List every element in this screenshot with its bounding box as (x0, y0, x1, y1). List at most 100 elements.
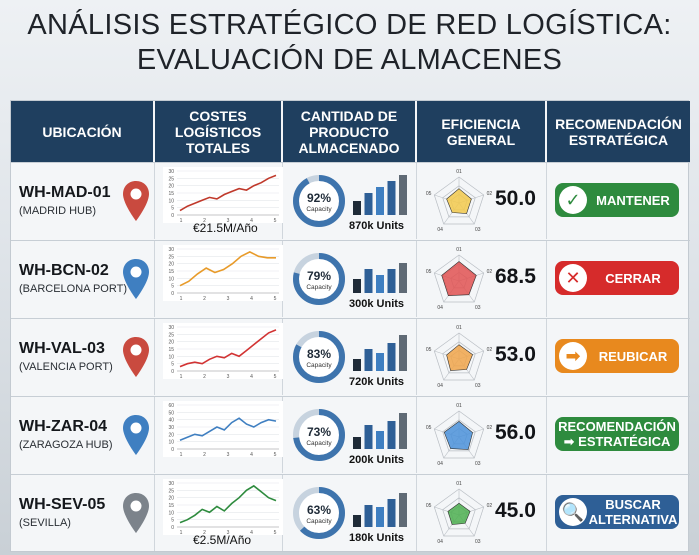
recommendation-label: RECOMENDACIÓN ➡ ESTRATÉGICA (555, 419, 679, 449)
stock-bar (364, 193, 373, 215)
radar-axis-label: 01 (456, 169, 462, 175)
header-costes: COSTES LOGÍSTICOS TOTALES (155, 101, 283, 162)
recommendation-cell: 🔍 BUSCAR ALTERNATIVA (547, 475, 690, 551)
radar-axis-label: 05 (426, 347, 432, 353)
quantity-cell: 83% Capacity 720k Units (283, 319, 417, 395)
header-ubicacion: UBICACIÓN (11, 101, 155, 162)
warehouse-table: UBICACIÓN COSTES LOGÍSTICOS TOTALES CANT… (10, 100, 690, 552)
stock-bar (353, 201, 361, 215)
y-tick-label: 15 (168, 269, 174, 275)
x-tick-label: 4 (250, 218, 253, 223)
radar-axis-label: 04 (437, 383, 443, 389)
y-tick-label: 20 (168, 262, 174, 268)
recommendation-cell: RECOMENDACIÓN ➡ ESTRATÉGICA (547, 397, 690, 473)
efficiency-radar-shape (447, 502, 471, 525)
recommendation-label: MANTENER (596, 192, 670, 208)
stock-bar (364, 505, 373, 527)
capacity-word: Capacity (306, 284, 332, 291)
y-tick-label: 10 (168, 440, 174, 446)
y-tick-label: 15 (168, 191, 174, 197)
stock-bar-chart (353, 493, 407, 527)
y-tick-label: 30 (168, 325, 174, 331)
stock-bar (353, 515, 361, 527)
cost-trend-line (179, 251, 276, 287)
recommendation-label-line-2: ALTERNATIVA (588, 512, 678, 527)
x-tick-label: 2 (203, 452, 206, 457)
capacity-arc (293, 175, 345, 227)
capacity-percent: 79% (307, 269, 331, 283)
y-tick-label: 30 (168, 425, 174, 431)
capacity-word: Capacity (306, 206, 332, 213)
y-tick-label: 20 (168, 184, 174, 190)
stock-bar (376, 431, 384, 449)
stock-bar-chart (353, 263, 407, 293)
y-tick-label: 30 (168, 169, 174, 175)
radar-axis-label: 01 (456, 403, 462, 409)
cost-cell: 60 50 40 30 20 10 0 1 2 3 4 5 (155, 397, 283, 473)
y-tick-label: 0 (171, 291, 174, 297)
recommendation-button[interactable]: ✕ CERRAR (555, 261, 679, 295)
recommendation-button[interactable]: RECOMENDACIÓN ➡ ESTRATÉGICA (555, 417, 679, 451)
efficiency-radar-chart: 01 02 03 04 05 (426, 247, 493, 311)
warehouse-code: WH-MAD-01 (19, 184, 111, 201)
radar-axis-label: 04 (437, 461, 443, 467)
cost-cell: 30 25 20 15 10 5 0 1 2 3 4 5 €21.5M/Año (155, 163, 283, 239)
capacity-gauge: 79%Capacity (293, 253, 345, 305)
x-tick-label: 5 (274, 530, 277, 535)
radar-axis-label: 01 (456, 325, 462, 331)
radar-axis-label: 02 (487, 425, 493, 431)
y-tick-label: 10 (168, 276, 174, 282)
location-pin-icon (123, 337, 149, 377)
capacity-percent: 92% (307, 191, 331, 205)
stock-bar (399, 413, 407, 449)
x-tick-label: 3 (227, 452, 230, 457)
table-row: WH-VAL-03 (VALENCIA PORT) 30 25 20 15 10 5 0 1 2 3 4… (11, 318, 690, 395)
location-cell: WH-MAD-01 (MADRID HUB) (11, 163, 155, 239)
x-tick-label: 1 (180, 374, 183, 379)
stock-bar (376, 275, 384, 293)
y-tick-label: 10 (168, 198, 174, 204)
capacity-arc (293, 409, 345, 461)
y-tick-label: 20 (168, 496, 174, 502)
recommendation-button[interactable]: 🔍 BUSCAR ALTERNATIVA (555, 495, 679, 529)
radar-axis-label: 02 (487, 503, 493, 509)
y-tick-label: 20 (168, 432, 174, 438)
efficiency-score: 68.5 (495, 265, 536, 288)
efficiency-radar-shape (446, 344, 473, 371)
title-line-2: EVALUACIÓN DE ALMACENES (136, 44, 563, 76)
warehouse-site: (VALENCIA PORT) (19, 361, 113, 373)
efficiency-score: 50.0 (495, 187, 536, 210)
capacity-word: Capacity (306, 362, 332, 369)
recommendation-button[interactable]: ➡ REUBICAR (555, 339, 679, 373)
x-tick-label: 1 (180, 296, 183, 301)
header-recomendacion: RECOMENDACIÓN ESTRATÉGICA (547, 101, 690, 162)
recommendation-button[interactable]: ✓ MANTENER (555, 183, 679, 217)
stock-bar (387, 343, 396, 371)
y-tick-label: 10 (168, 354, 174, 360)
radar-axis-label: 03 (475, 539, 481, 545)
stock-bar (364, 269, 373, 293)
efficiency-cell: 01 02 03 04 05 50.0 (417, 163, 547, 239)
capacity-arc (293, 487, 345, 539)
cost-cell: 30 25 20 15 10 5 0 1 2 3 4 5 €2.5M/Año (155, 475, 283, 551)
cost-trend-line (179, 329, 277, 368)
x-tick-label: 4 (250, 374, 253, 379)
radar-axis-label: 04 (437, 539, 443, 545)
capacity-percent: 73% (307, 425, 331, 439)
capacity-arc (293, 331, 345, 383)
recommendation-label-line-2: ➡ ESTRATÉGICA (563, 434, 671, 449)
recommendation-label: CERRAR (605, 270, 661, 286)
radar-axis-label: 02 (487, 347, 493, 353)
recommendation-label: BUSCAR ALTERNATIVA (587, 497, 679, 527)
quantity-cell: 63% Capacity 180k Units (283, 475, 417, 551)
efficiency-radar-chart: 01 02 03 04 05 (426, 403, 493, 467)
radar-axis-label: 03 (475, 305, 481, 311)
y-tick-label: 0 (171, 369, 174, 375)
y-tick-label: 20 (168, 340, 174, 346)
x-tick-label: 4 (250, 530, 253, 535)
stock-bar (364, 425, 373, 449)
stock-bar (387, 421, 396, 449)
